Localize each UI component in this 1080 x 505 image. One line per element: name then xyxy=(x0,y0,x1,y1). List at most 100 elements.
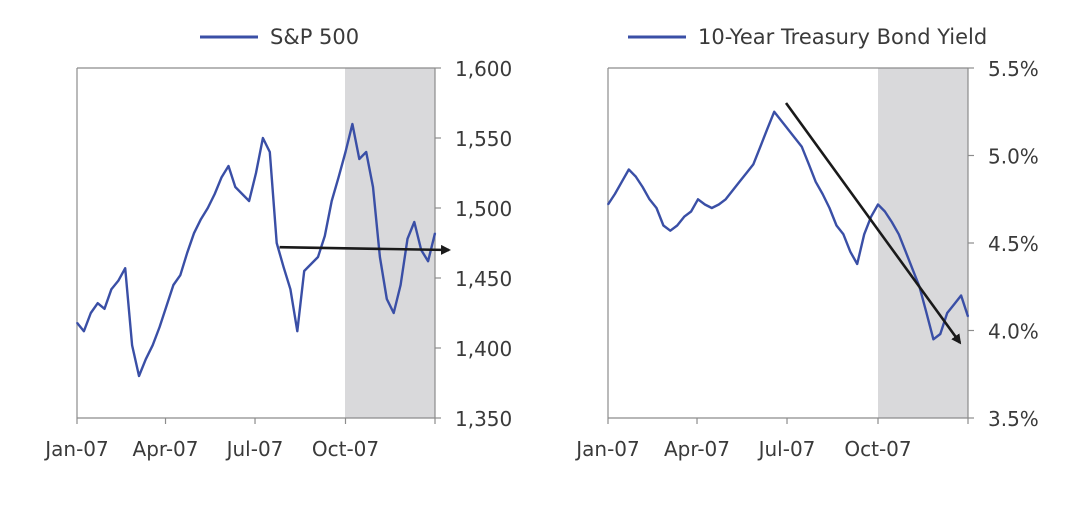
data-point xyxy=(392,312,395,314)
data-point xyxy=(103,308,106,310)
data-point xyxy=(849,250,852,253)
data-point xyxy=(655,207,658,209)
data-point xyxy=(628,168,630,171)
data-point xyxy=(904,250,907,253)
y-tick-label: 1,600 xyxy=(455,57,512,81)
y-axis-ticks: 1,600 1,550 1,500 1,450 1,400 1,350 xyxy=(435,57,512,431)
data-point xyxy=(207,207,209,209)
data-point xyxy=(372,186,374,188)
data-point xyxy=(856,263,858,265)
data-point xyxy=(434,232,436,234)
data-point xyxy=(898,233,900,236)
recession-shade xyxy=(878,68,968,418)
data-point xyxy=(780,119,782,122)
data-point xyxy=(932,338,935,341)
data-point xyxy=(406,238,409,240)
data-point xyxy=(131,344,133,347)
data-point xyxy=(241,193,243,195)
y-tick-label: 1,500 xyxy=(455,197,512,221)
y-tick-label: 5.0% xyxy=(988,145,1039,169)
trend-arrow xyxy=(279,244,451,255)
data-point xyxy=(200,218,202,220)
data-point xyxy=(704,203,706,206)
data-point xyxy=(310,263,312,265)
legend: S&P 500 xyxy=(200,25,359,49)
data-point xyxy=(351,123,354,125)
y-tick-label: 1,400 xyxy=(455,337,512,361)
data-point xyxy=(752,163,755,165)
data-point xyxy=(158,326,161,328)
data-point xyxy=(870,215,872,218)
data-point xyxy=(676,224,678,227)
data-point xyxy=(255,172,257,174)
data-point xyxy=(96,302,99,305)
trend-arrow-line xyxy=(784,102,962,345)
data-point xyxy=(76,322,78,324)
data-point xyxy=(697,198,699,201)
data-point xyxy=(814,181,817,183)
legend-label: S&P 500 xyxy=(270,25,359,49)
data-point xyxy=(953,303,955,306)
legend: 10-Year Treasury Bond Yield xyxy=(628,25,987,49)
data-point xyxy=(738,181,741,183)
data-point xyxy=(358,158,361,160)
x-tick-label: Jul-07 xyxy=(225,437,284,461)
data-point xyxy=(960,294,962,297)
data-point xyxy=(165,305,168,307)
data-point xyxy=(759,146,762,148)
data-point xyxy=(379,256,381,258)
data-point xyxy=(745,172,748,174)
data-point xyxy=(399,284,402,286)
plot-frame xyxy=(76,67,436,419)
x-tick-label: Apr-07 xyxy=(133,437,199,461)
data-point xyxy=(269,151,271,153)
data-point xyxy=(766,128,768,130)
x-axis-ticks: Jan-07 Apr-07 Jul-07 Oct-07 xyxy=(43,418,436,461)
data-point xyxy=(193,232,195,234)
data-point xyxy=(248,200,250,202)
data-point xyxy=(801,146,803,148)
data-point xyxy=(110,288,113,291)
data-point xyxy=(365,151,368,153)
data-point xyxy=(828,207,831,209)
x-tick-label: Oct-07 xyxy=(312,437,379,461)
data-point xyxy=(634,175,637,178)
y-tick-label: 1,550 xyxy=(455,127,512,151)
data-point xyxy=(662,224,665,227)
data-point xyxy=(117,280,120,282)
data-point xyxy=(939,333,942,335)
data-point xyxy=(718,203,720,206)
data-point xyxy=(413,221,416,223)
data-point xyxy=(773,111,775,113)
data-point xyxy=(607,203,609,206)
data-point xyxy=(282,266,285,268)
data-point xyxy=(967,315,969,318)
recession-shade xyxy=(345,68,435,418)
data-point xyxy=(648,198,651,201)
data-point xyxy=(835,224,838,227)
data-point xyxy=(711,207,713,209)
data-point xyxy=(330,200,333,202)
data-point xyxy=(690,210,692,213)
y-tick-label: 4.0% xyxy=(988,320,1039,344)
data-point xyxy=(124,267,126,270)
data-point xyxy=(172,284,175,286)
data-point xyxy=(891,221,893,223)
data-point xyxy=(794,137,796,139)
data-point xyxy=(842,233,845,236)
data-point xyxy=(289,288,292,291)
data-point xyxy=(621,181,623,183)
data-point xyxy=(669,229,672,232)
data-point xyxy=(731,189,734,192)
data-point xyxy=(427,260,429,263)
data-point xyxy=(90,312,92,314)
data-point xyxy=(821,193,824,195)
data-point xyxy=(337,176,340,178)
data-point xyxy=(344,151,347,153)
x-tick-label: Apr-07 xyxy=(664,437,730,461)
x-tick-label: Oct-07 xyxy=(844,437,911,461)
chart-sp500: 1,600 1,550 1,500 1,450 1,400 1,350 Jan-07 Apr… xyxy=(43,25,512,461)
y-axis-ticks: 5.5% 5.0% 4.5% 4.0% 3.5% xyxy=(968,57,1039,431)
data-point xyxy=(324,235,326,237)
